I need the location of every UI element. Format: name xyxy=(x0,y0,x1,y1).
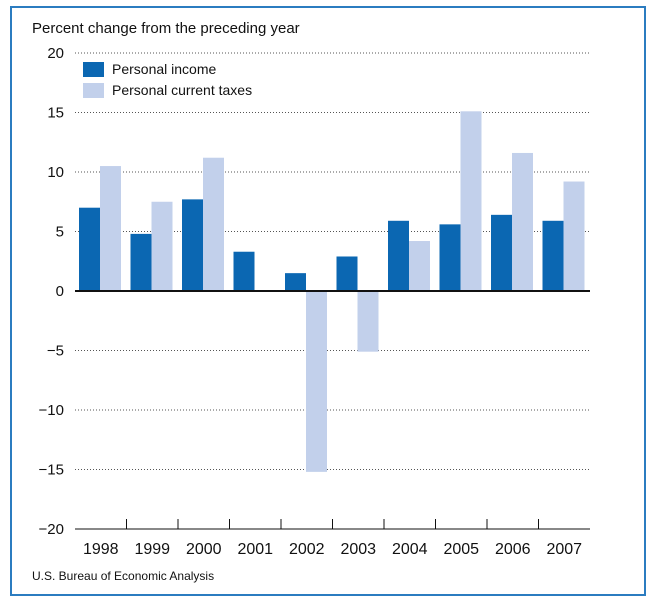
personal-taxes-bar xyxy=(203,157,224,291)
y-tick-label: −5 xyxy=(47,343,64,360)
y-tick-label: 5 xyxy=(56,224,64,241)
personal-taxes-bar xyxy=(151,201,173,291)
personal-income-bar xyxy=(491,214,512,291)
personal-taxes-bar xyxy=(306,291,327,472)
personal-income-bar xyxy=(542,220,564,291)
personal-income-bar xyxy=(388,220,409,291)
personal-taxes-bar xyxy=(460,111,482,291)
x-tick-label: 2006 xyxy=(495,541,531,558)
personal-income-bar xyxy=(336,256,358,291)
y-tick-label: −10 xyxy=(39,402,64,419)
personal-taxes-bar xyxy=(357,291,379,352)
personal-income-bar xyxy=(233,251,255,291)
x-tick-label: 1999 xyxy=(134,541,170,558)
x-tick-label: 2001 xyxy=(237,541,273,558)
x-tick-label: 2004 xyxy=(392,541,428,558)
y-axis-title: Percent change from the preceding year xyxy=(32,20,300,37)
x-tick-label: 2007 xyxy=(546,541,582,558)
source-note: U.S. Bureau of Economic Analysis xyxy=(32,569,215,583)
x-tick-label: 2000 xyxy=(186,541,222,558)
personal-taxes-bar xyxy=(563,181,585,291)
personal-income-bar xyxy=(79,207,100,291)
personal-taxes-bar xyxy=(409,241,430,291)
x-tick-label: 2003 xyxy=(340,541,376,558)
x-tick-label: 2002 xyxy=(289,541,325,558)
legend-label: Personal current taxes xyxy=(112,82,252,98)
personal-income-bar xyxy=(285,273,306,291)
chart-frame xyxy=(10,6,646,596)
y-tick-label: 20 xyxy=(47,45,64,62)
personal-taxes-bar xyxy=(100,166,121,291)
y-tick-label: 15 xyxy=(47,105,64,122)
x-tick-label: 2005 xyxy=(443,541,479,558)
legend-label: Personal income xyxy=(112,61,216,77)
personal-income-bar xyxy=(130,233,152,291)
legend-swatch xyxy=(83,62,104,77)
legend-swatch xyxy=(83,83,104,98)
y-tick-label: −20 xyxy=(39,521,64,538)
y-tick-label: 0 xyxy=(56,283,64,300)
personal-income-bar xyxy=(439,224,461,291)
x-tick-label: 1998 xyxy=(83,541,119,558)
y-tick-label: −15 xyxy=(39,462,64,479)
personal-taxes-bar xyxy=(512,152,533,291)
y-tick-label: 10 xyxy=(47,164,64,181)
personal-income-bar xyxy=(182,199,203,291)
